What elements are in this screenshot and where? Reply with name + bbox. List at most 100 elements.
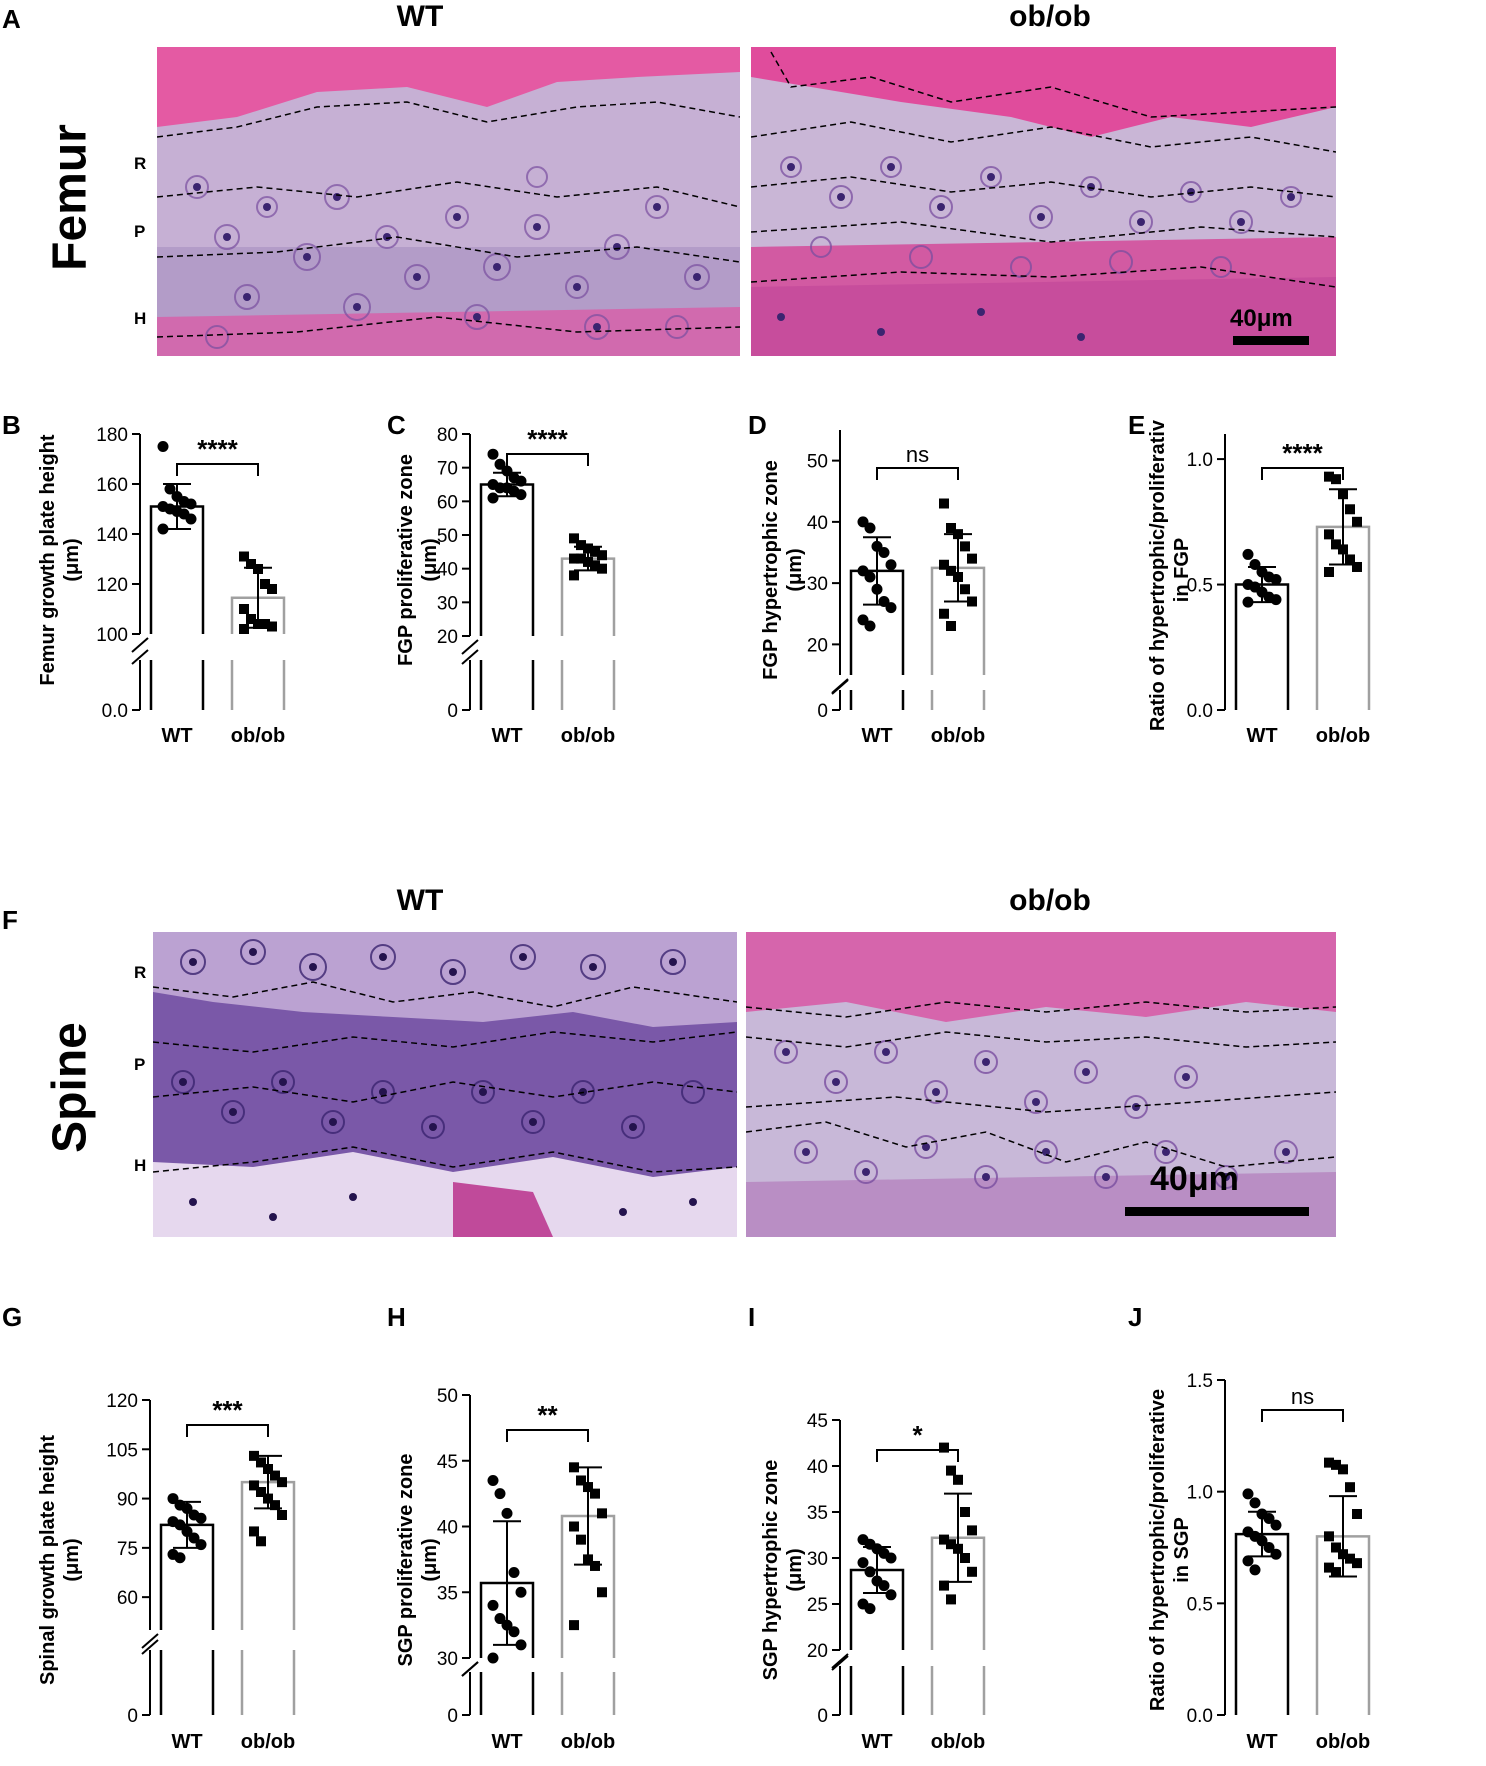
e-point-obob bbox=[1338, 489, 1348, 500]
panel-letter-g: G bbox=[2, 1302, 23, 1332]
c-y-axis-label-line: FGP proliferative zone bbox=[395, 454, 417, 666]
i-point-wt bbox=[885, 1552, 897, 1564]
g-point-obob bbox=[277, 1477, 287, 1488]
g-point-wt bbox=[167, 1493, 179, 1505]
c-point-obob bbox=[597, 550, 607, 561]
b-point-obob bbox=[253, 564, 263, 574]
h-y-axis-label-line: (μm) bbox=[419, 1538, 441, 1581]
d-point-obob bbox=[953, 572, 963, 582]
panel-a-zone-p: P bbox=[134, 222, 146, 241]
g-point-wt bbox=[195, 1512, 207, 1524]
h-tick-label: 35 bbox=[437, 1583, 458, 1604]
b-point-wt bbox=[185, 513, 197, 525]
i-point-obob bbox=[946, 1465, 956, 1476]
e-point-obob bbox=[1338, 544, 1348, 555]
j-y-axis-label: Ratio of hypertrophic/proliferative in SG… bbox=[1147, 1389, 1193, 1711]
d-point-wt bbox=[885, 602, 897, 614]
e-point-wt bbox=[1270, 594, 1282, 606]
panel-a-row-title: Femur bbox=[43, 124, 97, 271]
i-point-obob bbox=[953, 1543, 963, 1554]
c-point-obob bbox=[576, 553, 586, 564]
d-point-wt bbox=[864, 571, 876, 583]
j-point-obob bbox=[1345, 1553, 1355, 1564]
g-point-obob bbox=[249, 1526, 259, 1537]
e-point-wt bbox=[1249, 558, 1261, 570]
c-point-obob bbox=[569, 533, 579, 544]
j-point-wt bbox=[1263, 1512, 1275, 1524]
b-point-obob bbox=[267, 621, 277, 632]
j-point-obob bbox=[1324, 1562, 1334, 1573]
spine-wt-histology bbox=[153, 932, 737, 1237]
chart-b: Femur growth plate height (μm) 100 120 140 16… bbox=[37, 425, 286, 747]
panel-a-zone-h: H bbox=[134, 309, 147, 328]
g-point-obob bbox=[270, 1500, 280, 1511]
d-significance-label: ns bbox=[906, 442, 929, 467]
b-tick-label: 180 bbox=[96, 425, 128, 446]
g-tick-label: 120 bbox=[106, 1391, 138, 1412]
h-point-obob bbox=[590, 1488, 600, 1499]
e-y-axis-label-line: Ratio of hypertrophic/proliferative bbox=[1147, 420, 1169, 731]
d-point-obob bbox=[939, 559, 949, 570]
j-point-wt bbox=[1242, 1555, 1254, 1567]
panel-f-wt-title: WT bbox=[396, 884, 444, 917]
panel-a-wt-title: WT bbox=[396, 0, 444, 33]
chart-i: SGP hypertrophic zone (μm)2025303540450WT… bbox=[760, 1411, 986, 1753]
e-y-axis-label: Ratio of hypertrophic/proliferative in FG… bbox=[1147, 420, 1193, 731]
h-point-wt bbox=[515, 1639, 527, 1651]
g-y-axis-label-line: (μm) bbox=[61, 1538, 83, 1581]
d-y-axis-label: FGP hypertrophic zone (μm) bbox=[760, 460, 806, 680]
j-point-obob bbox=[1345, 1482, 1355, 1493]
j-point-wt bbox=[1270, 1548, 1282, 1560]
j-point-obob bbox=[1338, 1464, 1348, 1475]
j-tick-label: 1.5 bbox=[1187, 1371, 1213, 1392]
h-significance-label: ** bbox=[537, 1400, 558, 1430]
h-point-wt bbox=[508, 1567, 520, 1579]
g-tick-label: 75 bbox=[117, 1539, 138, 1560]
e-tick-label: 0.5 bbox=[1187, 576, 1213, 597]
e-point-wt bbox=[1242, 548, 1254, 560]
c-tick-label: 30 bbox=[437, 593, 458, 614]
i-y-axis-label-line: (μm) bbox=[784, 1548, 806, 1591]
g-significance-bracket bbox=[186, 1424, 269, 1437]
c-point-wt bbox=[494, 458, 506, 470]
g-point-wt bbox=[174, 1519, 186, 1531]
d-point-wt bbox=[878, 547, 890, 558]
j-tick-label: 1.0 bbox=[1187, 1483, 1213, 1504]
h-y-axis-label-line: SGP proliferative zone bbox=[395, 1453, 417, 1666]
c-point-wt bbox=[515, 475, 527, 487]
i-point-wt bbox=[857, 1557, 869, 1569]
d-point-obob bbox=[946, 565, 956, 576]
h-point-wt bbox=[487, 1474, 499, 1486]
c-significance-bracket bbox=[506, 453, 589, 466]
i-x-label-wt: WT bbox=[861, 1731, 892, 1753]
h-x-label-wt: WT bbox=[491, 1731, 522, 1753]
h-point-obob bbox=[597, 1508, 607, 1519]
d-tick-label: 40 bbox=[807, 513, 828, 534]
i-axis-break-mark bbox=[831, 1655, 849, 1671]
e-point-obob bbox=[1331, 539, 1341, 550]
b-y-axis-label-line: (μm) bbox=[61, 538, 83, 581]
b-tick-label: 100 bbox=[96, 625, 128, 646]
i-point-obob bbox=[939, 1534, 949, 1545]
d-point-obob bbox=[960, 541, 970, 552]
h-point-obob bbox=[569, 1462, 579, 1473]
c-point-wt bbox=[487, 492, 499, 504]
e-y-axis-label-line: in FGP bbox=[1171, 538, 1193, 602]
d-point-obob bbox=[946, 621, 956, 631]
b-point-obob bbox=[260, 619, 270, 629]
h-point-wt bbox=[487, 1599, 499, 1611]
h-axis-break-mark bbox=[461, 1661, 479, 1677]
d-point-obob bbox=[946, 523, 956, 533]
d-point-wt bbox=[885, 559, 897, 571]
g-significance-label: *** bbox=[212, 1395, 243, 1425]
c-tick-label: 80 bbox=[437, 425, 458, 446]
panel-f-row-title: Spine bbox=[43, 1022, 97, 1153]
c-bar-obob bbox=[560, 557, 616, 710]
g-point-wt bbox=[181, 1502, 193, 1514]
g-point-wt bbox=[188, 1532, 200, 1544]
j-tick-label: 0.5 bbox=[1187, 1594, 1213, 1615]
d-x-label-obob: ob/ob bbox=[931, 725, 985, 747]
e-tick-label: 0.0 bbox=[1187, 701, 1213, 722]
b-point-obob bbox=[239, 624, 249, 634]
